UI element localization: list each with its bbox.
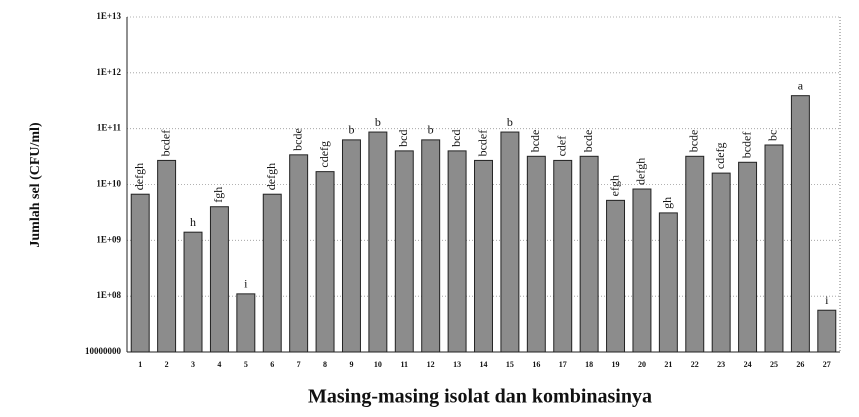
x-tick-label: 19 [612,360,620,369]
bar [817,309,837,353]
bar-label: fgh [211,187,225,203]
x-tick-label: 22 [691,360,699,369]
bar [632,188,652,353]
bar [474,159,493,353]
x-tick-label: 6 [270,360,274,369]
bar [209,206,229,353]
bar [658,212,678,353]
x-tick-label: 26 [796,360,804,369]
bar [236,293,256,353]
x-tick-label: 16 [532,360,540,369]
bar [421,139,441,353]
bar [579,155,599,353]
x-tick-label: 15 [506,360,514,369]
bar-label: bcde [687,130,701,153]
bar-label: b [375,115,381,129]
bar [157,159,177,353]
bar-label: bcd [449,130,463,147]
x-tick-label: 12 [427,360,435,369]
y-axis-title: Jumlah sel (CFU/ml) [28,122,43,248]
bar [315,171,335,353]
bar-label: bcde [290,128,304,151]
bar [526,155,546,353]
x-tick-label: 8 [323,360,327,369]
bar-label: bcdef [475,130,489,157]
x-tick-label: 1 [138,360,142,369]
y-tick-label: 1E+13 [96,11,121,21]
y-tick-label: 10000000 [85,346,122,356]
x-tick-label: 2 [165,360,169,369]
x-tick-label: 3 [191,360,195,369]
x-tick-label: 20 [638,360,646,369]
x-tick-label: 4 [217,360,221,369]
bar [553,159,573,353]
bar [289,154,309,353]
bar-label: efgh [607,175,621,196]
bar-label: defgh [132,163,146,190]
bar [685,155,705,353]
bar-label: bcdef [158,130,172,157]
bar [341,139,361,353]
bar-label: cdefg [713,142,727,169]
x-tick-label: 5 [244,360,248,369]
y-tick-label: 1E+10 [96,179,121,189]
y-tick-label: 1E+12 [96,67,121,77]
x-tick-label: 13 [453,360,461,369]
x-tick-label: 17 [559,360,567,369]
bar [711,172,731,353]
x-tick-label: 21 [664,360,672,369]
bar-label: bcd [396,130,410,147]
bar [368,131,388,353]
bar-label: bcde [581,130,595,153]
bar-label: h [190,215,196,229]
y-tick-label: 1E+08 [96,290,121,300]
bar [183,231,203,353]
x-tick-label: 14 [480,360,488,369]
bar-label: b [507,115,513,129]
x-tick-label: 11 [400,360,408,369]
bar-label: bcdef [739,132,753,159]
bar [394,150,414,353]
x-tick-label: 7 [297,360,301,369]
bar-label: bcde [528,130,542,153]
x-tick-label: 9 [349,360,353,369]
bar [790,95,810,353]
x-tick-label: 24 [744,360,752,369]
bar-label: bc [766,130,780,141]
bar [447,150,467,353]
bar [262,193,282,353]
x-tick-label: 27 [823,360,831,369]
x-axis-title: Masing-masing isolat dan kombinasinya [308,386,652,408]
bar-label: cdefg [317,141,331,168]
y-tick-label: 1E+11 [97,123,122,133]
bar-label: i [244,277,248,291]
bar-label: defgh [634,158,648,185]
x-tick-label: 18 [585,360,593,369]
bar [738,161,758,353]
bar [764,144,784,353]
bar [606,199,626,353]
bar-label: defgh [264,163,278,190]
bar [500,131,520,353]
bar-label: b [348,123,354,137]
x-tick-label: 10 [374,360,382,369]
x-tick-label: 25 [770,360,778,369]
bar [130,193,150,353]
x-tick-label: 23 [717,360,725,369]
bar-label: cdef [554,136,568,157]
bar-label: a [798,78,804,92]
bar-label: i [825,293,829,307]
bar-label: b [428,123,434,137]
bar-label: gh [660,197,674,209]
y-tick-label: 1E+09 [96,234,121,244]
